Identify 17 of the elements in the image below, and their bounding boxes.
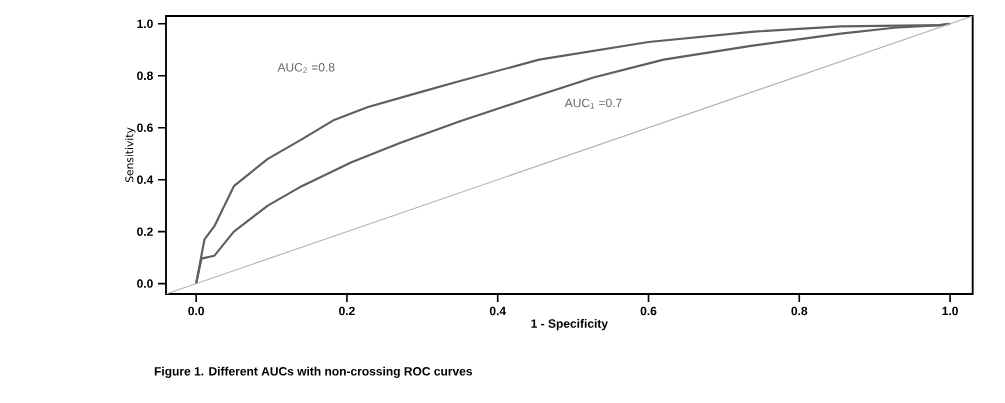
x-tick-label: 0.4 <box>489 306 506 316</box>
y-tick-label: 0.6 <box>137 123 153 132</box>
x-tick-label: 1.0 <box>942 306 958 316</box>
y-axis-title: Sensitivity <box>125 127 136 183</box>
x-tick-label: 0.2 <box>339 306 355 316</box>
y-tick-label: 0.2 <box>137 227 153 236</box>
y-tick-label: 0.0 <box>137 279 153 288</box>
annotation: AUC$_{1}$ =0.7 <box>564 98 622 109</box>
y-tick-label: 1.0 <box>137 19 153 29</box>
annotation: AUC$_{2}$ =0.8 <box>277 63 335 73</box>
y-tick-label: 0.8 <box>137 71 153 81</box>
x-tick-label: 0.8 <box>791 306 808 316</box>
x-tick-label: 0.6 <box>640 306 657 316</box>
y-tick-label: 0.4 <box>137 175 154 184</box>
x-tick-label: 0.0 <box>188 306 205 316</box>
caption: Figure 1. Different AUCs with non-crossing ROC curves <box>154 366 473 378</box>
x-axis-title: 1 - Specificity <box>531 319 608 331</box>
